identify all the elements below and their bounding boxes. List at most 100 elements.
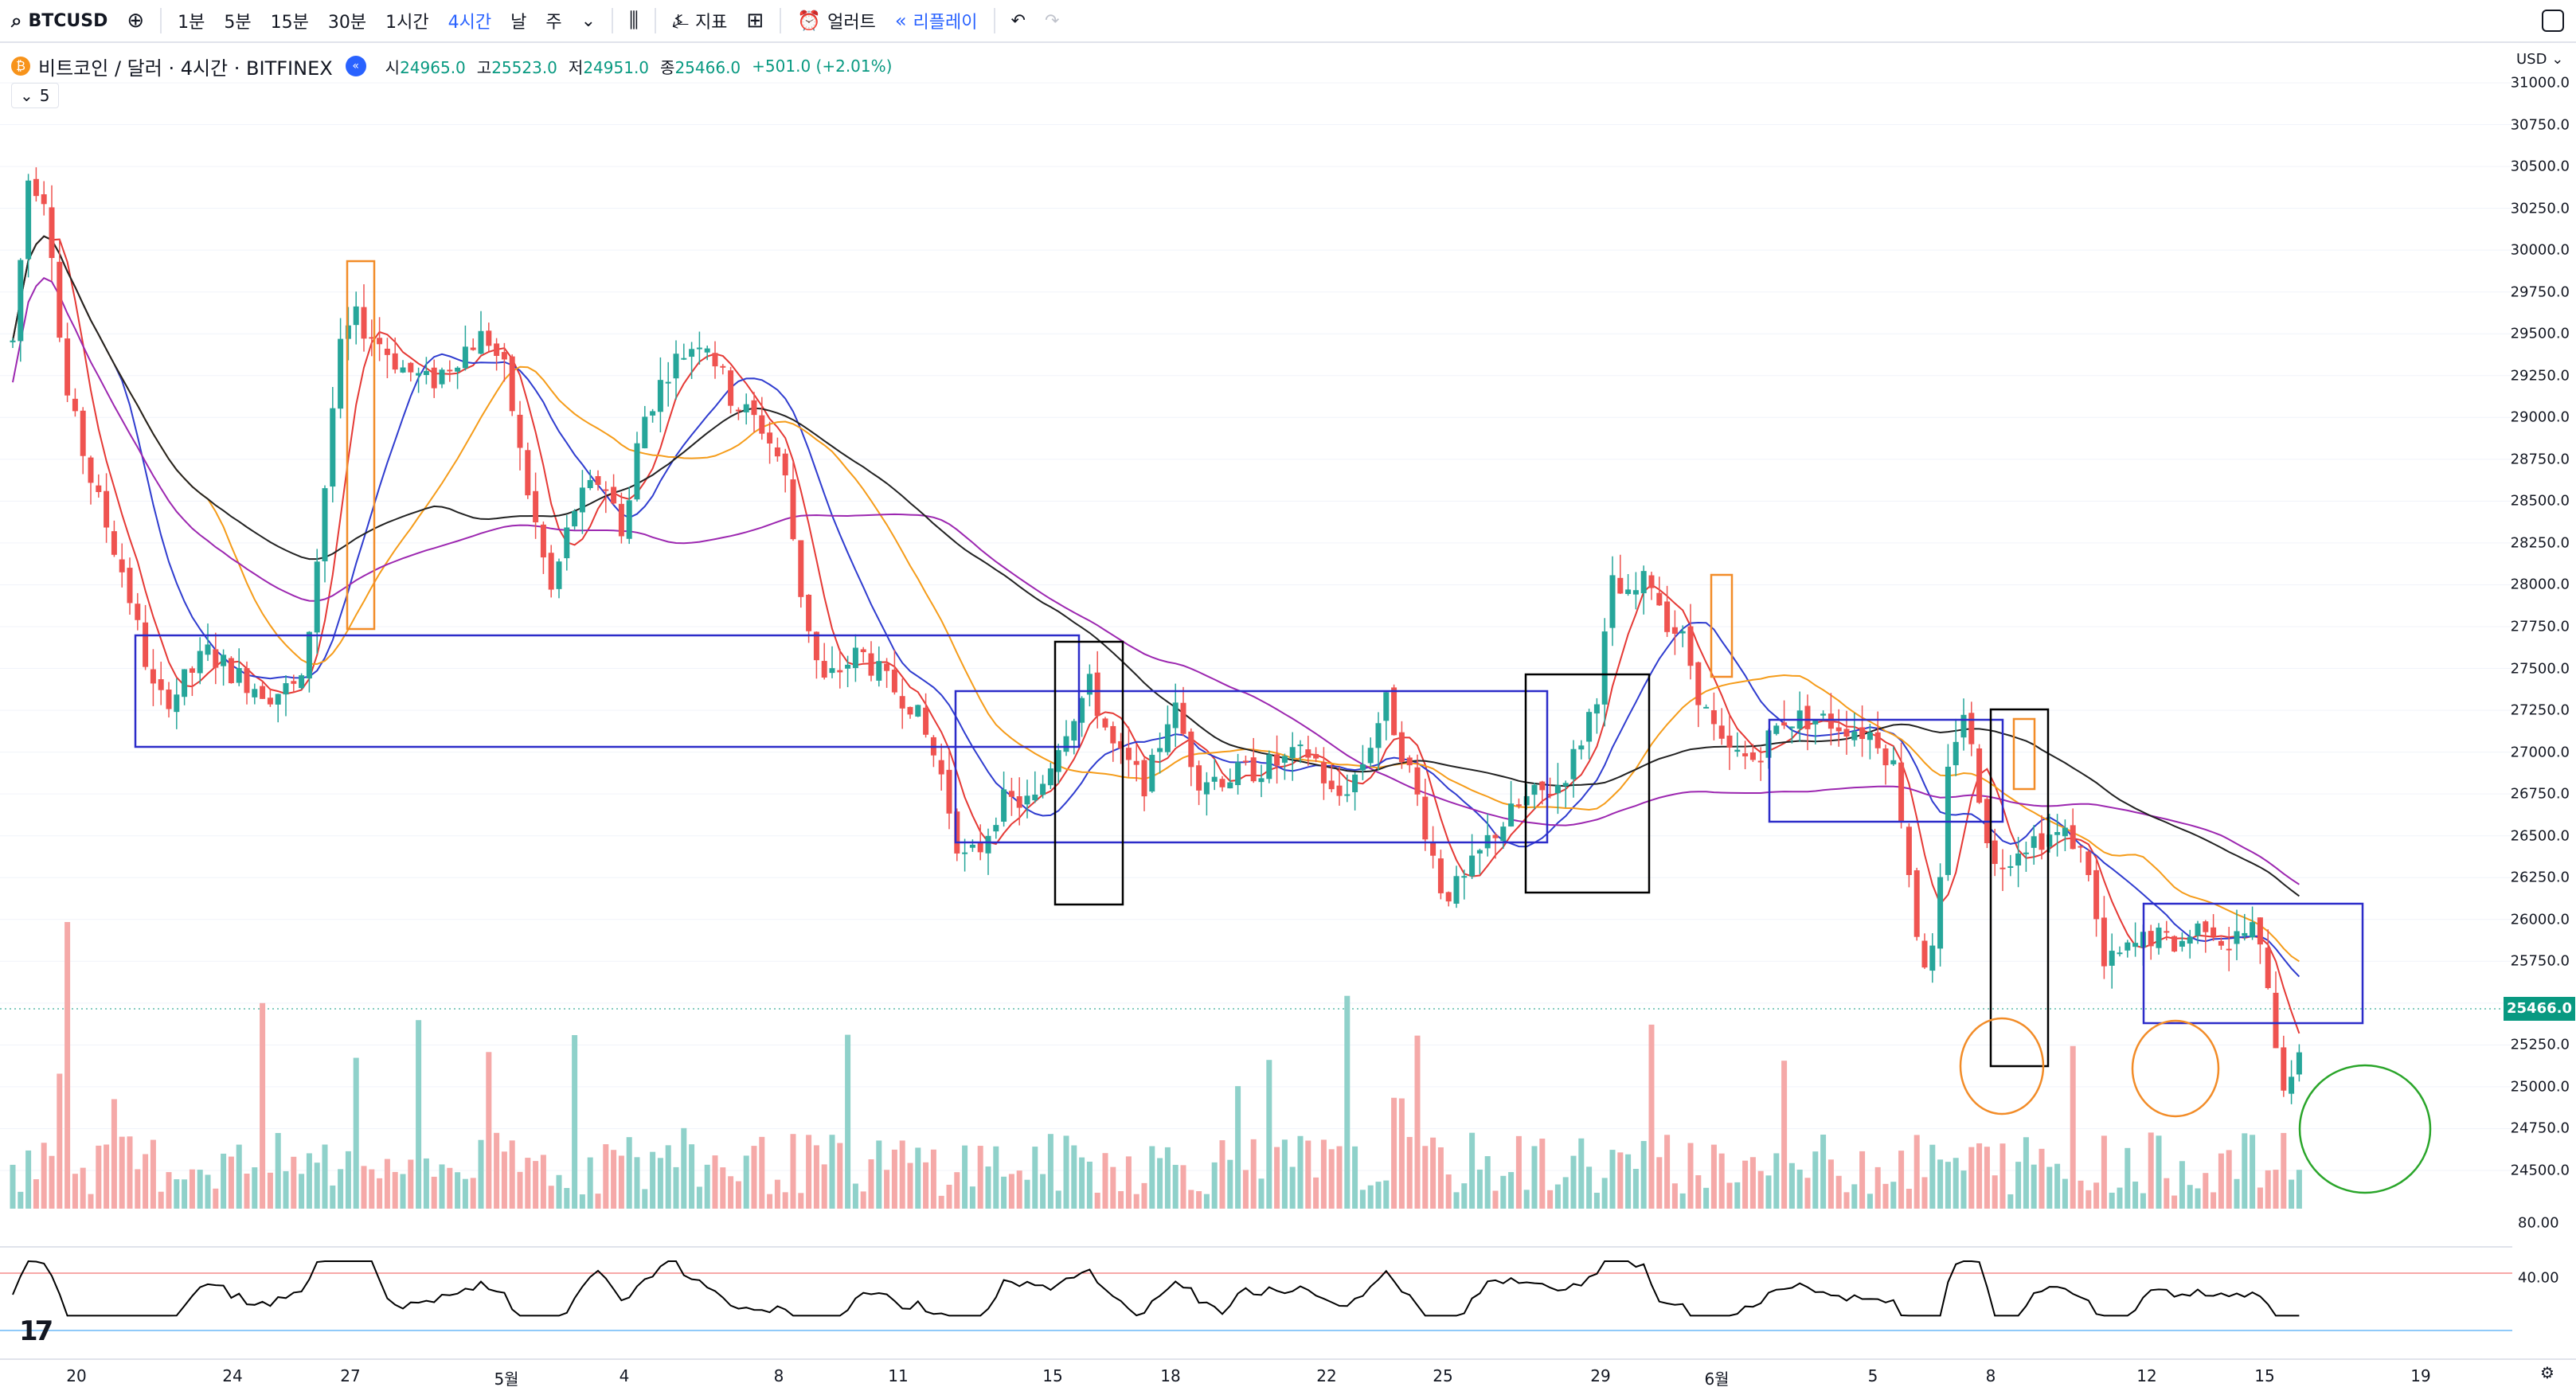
ohlc-close: 종25466.0 (660, 57, 741, 77)
volume-bar (1289, 1166, 1296, 1209)
volume-bar (2296, 1170, 2302, 1209)
candle-body (1648, 575, 1655, 588)
interval-1m[interactable]: 1분 (178, 13, 205, 33)
candle-body (1297, 744, 1304, 747)
alert-label: 얼러트 (827, 13, 876, 33)
candle-body (291, 681, 297, 684)
volume-bar (486, 1052, 492, 1209)
time-tick-label: 11 (888, 1366, 909, 1385)
volume-bar (1375, 1182, 1382, 1209)
circle-marker[interactable] (2131, 1019, 2220, 1118)
range-box[interactable] (954, 690, 1549, 844)
volume-bar (696, 1186, 702, 1209)
candle-body (618, 503, 624, 537)
chart-type-button[interactable]: ⫼ (620, 0, 648, 42)
legend: ₿ 비트코인 / 달러 · 4시간 · BITFINEX « 시24965.0 … (11, 53, 903, 80)
candle-body (774, 447, 780, 457)
candle-body (1781, 722, 1788, 726)
volume-bar (49, 1155, 55, 1209)
candle-body (884, 663, 890, 671)
candle-body (1757, 760, 1764, 763)
price-axis[interactable]: 31000.0 30750.0 30500.0 30250.0 30000.0 29750… (2510, 45, 2576, 1342)
candle-body (1219, 779, 1225, 787)
price-chart[interactable] (0, 45, 2512, 1342)
interval-dropdown[interactable]: ⌄ (572, 0, 605, 42)
volume-bar (1851, 1184, 1858, 1209)
candle-body (423, 370, 429, 376)
candle-body (1227, 782, 1233, 789)
candle-body (1149, 755, 1155, 792)
volume-bar (462, 1178, 468, 1209)
add-symbol-button[interactable]: ⊕ (117, 0, 154, 42)
circle-marker[interactable] (2298, 1064, 2432, 1194)
volume-bar (345, 1151, 351, 1209)
circle-marker[interactable] (1959, 1017, 2045, 1116)
interval-15m[interactable]: 15분 (270, 13, 309, 33)
volume-bar (2257, 1187, 2263, 1209)
volume-bar (1913, 1135, 1920, 1209)
interval-1h[interactable]: 1시간 (385, 13, 429, 33)
replay-icon[interactable]: « (345, 56, 366, 76)
indicators-toggle[interactable]: ⌄ 5 (11, 83, 59, 108)
volume-bar (2054, 1163, 2061, 1209)
alert-button[interactable]: ⏰ 얼러트 (788, 0, 885, 42)
highlight-box[interactable] (1989, 708, 2050, 1068)
undo-button[interactable]: ↶ (1002, 0, 1035, 42)
candle-body (1180, 702, 1186, 734)
candle-body (2125, 942, 2131, 951)
symbol-search[interactable]: ⌕ BTCUSD (0, 0, 117, 42)
layouts-button[interactable]: ⊞ (737, 0, 773, 42)
volume-bar (1679, 1193, 1686, 1209)
candle-body (517, 414, 523, 448)
volume-bar (1976, 1143, 1983, 1209)
replay-button[interactable]: « 리플레이 (885, 0, 987, 42)
candle-body (345, 325, 351, 339)
highlight-box[interactable] (1524, 673, 1651, 894)
candle-body (2085, 851, 2092, 876)
interval-4h[interactable]: 4시간 (448, 13, 492, 33)
candle-box[interactable] (346, 260, 376, 631)
time-tick-label: 12 (2136, 1366, 2157, 1385)
currency-selector[interactable]: USD ⌄ (2516, 51, 2564, 68)
candle-body (2093, 869, 2100, 920)
time-tick-label: 27 (340, 1366, 361, 1385)
tradingview-logo[interactable]: 17 (19, 1315, 53, 1347)
volume-bar (2109, 1192, 2115, 1209)
candle-body (25, 180, 32, 260)
range-box[interactable] (1768, 718, 2004, 823)
volume-bar (1016, 1170, 1022, 1209)
symbol-title[interactable]: 비트코인 / 달러 · 4시간 · BITFINEX (38, 57, 333, 80)
time-tick-label: 6월 (1704, 1370, 1730, 1389)
maximize-button[interactable] (2542, 10, 2564, 32)
interval-week[interactable]: 주 (545, 13, 562, 33)
drawings[interactable] (134, 260, 2432, 1194)
range-box[interactable] (2142, 902, 2364, 1025)
volume-bar (1001, 1176, 1007, 1209)
gear-icon[interactable]: ⚙ (2540, 1363, 2555, 1382)
candle-box[interactable] (2012, 717, 2036, 791)
interval-5m[interactable]: 5분 (224, 13, 252, 33)
indicators-button[interactable]: ⍼ 지표 (663, 0, 737, 42)
volume-bar (213, 1188, 219, 1209)
volume-bar (283, 1170, 289, 1209)
volume-bar (1055, 1190, 1061, 1209)
redo-button[interactable]: ↷ (1035, 0, 1069, 42)
interval-day[interactable]: 날 (510, 13, 527, 33)
volume-bar (2171, 1195, 2178, 1209)
volume-bar (954, 1172, 960, 1209)
interval-30m[interactable]: 30분 (327, 13, 367, 33)
highlight-box[interactable] (1053, 640, 1124, 906)
candle-box[interactable] (1710, 573, 1734, 678)
rsi-line (12, 1260, 2300, 1317)
price-tick-label: 26250.0 (2510, 869, 2570, 886)
volume-bar (1203, 1194, 1210, 1209)
candle-body (1055, 750, 1061, 772)
candle-body (260, 686, 266, 699)
volume-bar (1593, 1192, 1600, 1209)
volume-bar (1531, 1146, 1538, 1209)
candle-body (1235, 762, 1241, 786)
volume-bar (1133, 1194, 1139, 1209)
candle-body (2156, 928, 2162, 948)
candle-body (603, 489, 609, 491)
time-axis[interactable]: 20 24 27 5월 4 8 11 15 18 22 25 29 6월 5 8 12 15 19 (0, 1358, 2576, 1391)
